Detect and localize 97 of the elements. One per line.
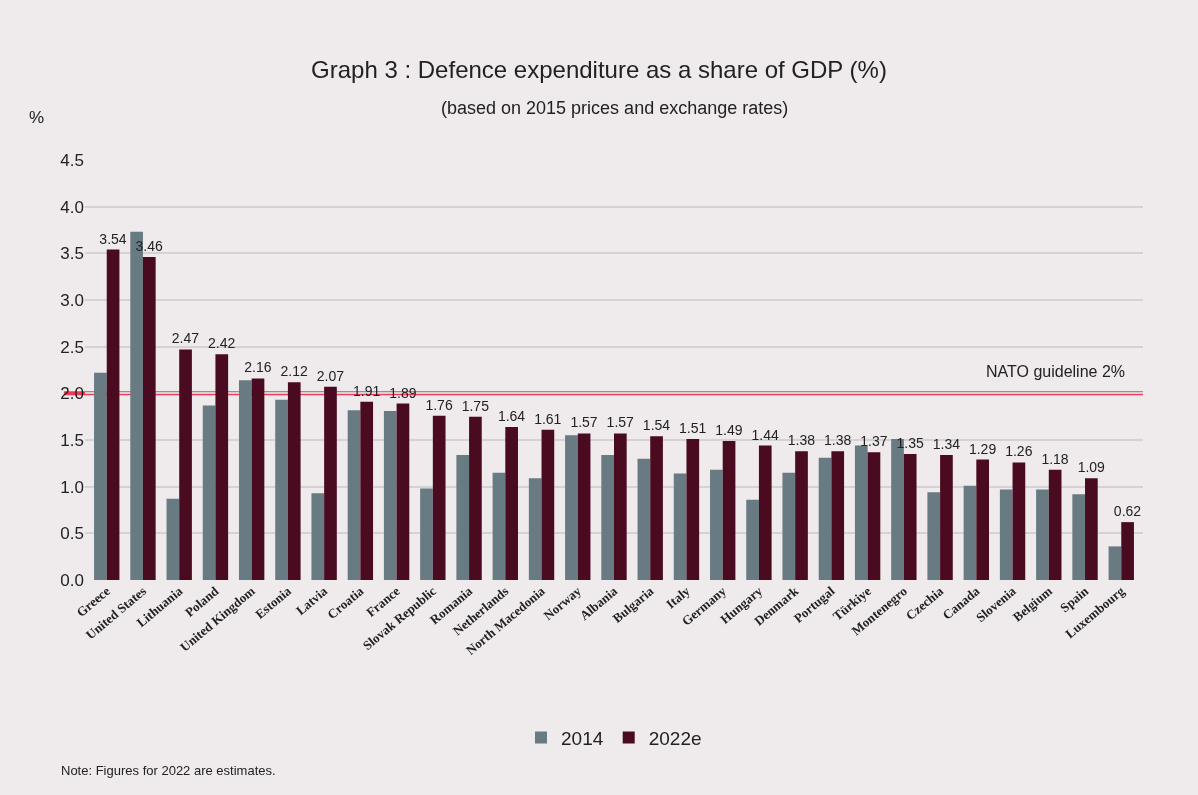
data-label: 1.18 — [1041, 450, 1069, 467]
bar — [94, 372, 107, 580]
legend-label: 2022e — [648, 727, 702, 749]
y-tick-label: 4.5 — [60, 150, 84, 170]
data-label: 1.64 — [497, 407, 526, 424]
data-label: 1.38 — [787, 432, 816, 449]
data-label: 1.57 — [570, 414, 598, 431]
bar — [1085, 478, 1098, 580]
bar — [927, 492, 941, 580]
y-tick-label: 4.0 — [60, 197, 84, 217]
bar — [383, 411, 397, 580]
bar — [541, 429, 555, 580]
bar — [106, 249, 120, 580]
bar — [420, 488, 433, 580]
bar — [650, 436, 663, 580]
bar — [963, 485, 977, 580]
data-label: 1.09 — [1077, 459, 1106, 476]
bar — [686, 439, 700, 580]
data-label: 1.38 — [824, 432, 852, 449]
bar — [360, 401, 374, 580]
bar — [432, 415, 446, 580]
y-tick-label: 2.5 — [60, 337, 84, 357]
bar — [179, 349, 192, 580]
bar — [577, 433, 591, 580]
y-tick-label: 1.5 — [60, 430, 84, 450]
bar — [287, 382, 301, 580]
bar — [528, 478, 542, 580]
bar — [854, 445, 868, 580]
bar — [1121, 522, 1134, 580]
bar — [505, 426, 518, 580]
bar — [238, 380, 252, 580]
bar — [940, 454, 953, 580]
data-label: 2.12 — [280, 363, 308, 380]
y-tick-label: 3.5 — [60, 244, 84, 264]
bar — [311, 493, 325, 580]
bar — [347, 410, 361, 580]
bar — [469, 416, 482, 580]
data-label: 1.44 — [751, 426, 779, 443]
bar — [637, 458, 651, 580]
legend-label: 2014 — [561, 727, 604, 749]
data-label: 1.34 — [932, 435, 961, 452]
data-label: 1.51 — [679, 420, 707, 437]
text: Note: Figures for 2022 are estimates. — [61, 763, 276, 778]
y-tick-label: 0.5 — [60, 524, 84, 544]
data-label: 2.42 — [208, 335, 236, 352]
bar — [215, 354, 229, 580]
bar — [142, 257, 156, 580]
bar — [492, 472, 506, 580]
data-label: 2.16 — [244, 359, 272, 376]
y-tick-label: 0.0 — [60, 570, 84, 590]
data-label: 1.26 — [1005, 443, 1033, 460]
data-label: 1.29 — [968, 440, 997, 457]
bar — [1108, 546, 1122, 580]
chart-subtitle: (based on 2015 prices and exchange rates) — [441, 98, 789, 118]
bar — [202, 405, 216, 580]
data-label: 3.54 — [99, 230, 127, 247]
bar — [601, 454, 614, 580]
ref-line-label: NATO guideline 2% — [986, 363, 1126, 380]
bar — [795, 451, 808, 580]
bar — [782, 472, 796, 580]
bar — [758, 445, 772, 580]
data-label: 1.57 — [606, 414, 635, 431]
y-tick-label: 3.0 — [60, 290, 84, 310]
bar — [166, 498, 180, 580]
bar — [867, 452, 881, 580]
bar — [456, 454, 470, 580]
bar — [976, 459, 990, 580]
data-label: 1.49 — [715, 421, 743, 438]
bar — [710, 469, 723, 580]
data-label: 2.07 — [316, 367, 345, 384]
data-label: 2.47 — [171, 330, 200, 347]
bar — [903, 454, 917, 580]
bar — [1048, 469, 1062, 580]
data-label: 1.54 — [642, 417, 671, 434]
bar — [324, 386, 337, 580]
chart-title: Graph 3 : Defence expenditure as a share of GDP (%) — [311, 56, 887, 84]
bar — [396, 403, 410, 580]
bar — [1072, 494, 1086, 580]
bar — [831, 451, 845, 580]
bar — [1012, 462, 1026, 580]
data-label: 1.76 — [425, 396, 453, 413]
y-tick-label: 1.0 — [60, 477, 84, 497]
data-label: 0.62 — [1113, 503, 1142, 520]
bar — [746, 499, 759, 580]
data-label: 1.37 — [860, 433, 888, 450]
bar — [614, 433, 627, 580]
y-axis-title: % — [29, 108, 45, 127]
bar — [999, 489, 1013, 580]
bar — [565, 435, 578, 580]
bar — [818, 457, 832, 580]
bar — [275, 399, 288, 580]
bar — [1036, 489, 1049, 580]
bar — [251, 378, 265, 580]
bar — [673, 473, 687, 580]
data-label: 1.75 — [461, 397, 490, 414]
data-label: 1.61 — [534, 410, 562, 427]
bar — [722, 440, 736, 580]
